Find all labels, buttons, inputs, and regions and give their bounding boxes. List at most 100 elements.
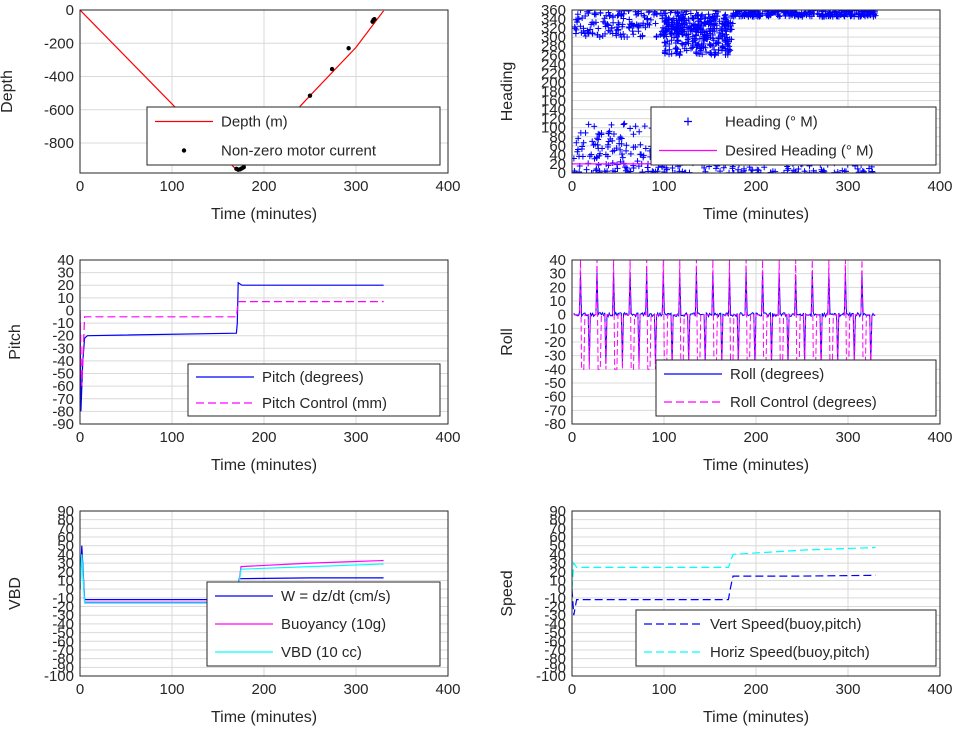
heading-series-0-marker bbox=[713, 165, 720, 172]
heading-series-0-marker bbox=[740, 165, 747, 172]
heading-series-0-marker bbox=[870, 13, 877, 20]
vbd-xtick-label: 0 bbox=[76, 681, 84, 698]
heading-series-0-marker bbox=[725, 38, 732, 45]
heading-series-0-marker bbox=[683, 17, 690, 24]
heading-series-0-marker bbox=[600, 18, 607, 25]
heading-series-0-marker bbox=[712, 20, 719, 27]
heading-ytick-label: 160 bbox=[541, 93, 566, 110]
heading-series-0-marker bbox=[617, 146, 624, 153]
vbd-ytick-label: 80 bbox=[57, 512, 74, 529]
heading-series-0-marker bbox=[723, 28, 730, 35]
heading-series-0-marker bbox=[776, 13, 783, 20]
heading-series-0-marker bbox=[599, 33, 606, 40]
speed-xlabel: Time (minutes) bbox=[703, 709, 809, 726]
heading-series-0-marker bbox=[586, 10, 593, 14]
heading-series-0-marker bbox=[669, 164, 676, 171]
heading-series-0-marker bbox=[715, 34, 722, 41]
heading-series-0-marker bbox=[684, 36, 691, 43]
vbd-ytick-label: -40 bbox=[52, 616, 74, 633]
heading-series-0-marker bbox=[575, 135, 582, 142]
depth-chart: 0 100 200 300 400 0 -200 -400 -600 -800 Time (minu… bbox=[0, 2, 461, 223]
heading-series-0-marker bbox=[604, 153, 611, 160]
heading-series-0-marker bbox=[834, 168, 841, 173]
heading-series-0-marker bbox=[572, 169, 578, 173]
vbd-xtick-label: 200 bbox=[251, 681, 276, 698]
heading-series-0-marker bbox=[632, 123, 639, 130]
heading-ytick-label: 20 bbox=[549, 156, 566, 173]
roll-xtick-label: 100 bbox=[651, 429, 676, 446]
heading-legend-label: Heading (° M) bbox=[725, 114, 818, 131]
heading-series-0-marker bbox=[825, 10, 832, 17]
roll-ytick-label: 10 bbox=[549, 293, 566, 310]
pitch-xtick-label: 300 bbox=[343, 429, 368, 446]
roll-xtick-label: 300 bbox=[835, 429, 860, 446]
pitch-ytick-label: -70 bbox=[52, 391, 74, 408]
heading-ytick-label: 80 bbox=[549, 129, 566, 146]
heading-series-0-marker bbox=[668, 30, 675, 37]
heading-series-0-marker bbox=[606, 128, 613, 135]
heading-series-0-marker bbox=[679, 41, 686, 48]
heading-series-0-marker bbox=[579, 15, 586, 22]
heading-series-0-marker bbox=[623, 142, 630, 149]
heading-series-0-marker bbox=[701, 37, 708, 44]
speed-series-1-line bbox=[572, 546, 876, 590]
heading-series-0-marker bbox=[696, 35, 703, 42]
pitch-ytick-label: 30 bbox=[57, 265, 74, 282]
depth-legend-label: Non-zero motor current bbox=[221, 143, 377, 160]
roll-ytick-label: -80 bbox=[544, 416, 566, 433]
heading-series-0-marker bbox=[689, 44, 696, 51]
heading-series-0-marker bbox=[615, 21, 622, 28]
pitch-ytick-label: -90 bbox=[52, 416, 74, 433]
vbd-legend-label: Buoyancy (10g) bbox=[281, 616, 386, 633]
pitch-ytick-label: -60 bbox=[52, 378, 74, 395]
heading-series-0-marker bbox=[754, 166, 761, 173]
heading-series-0-marker bbox=[669, 21, 676, 28]
heading-series-0-marker bbox=[624, 169, 631, 173]
heading-series-0-marker bbox=[599, 145, 606, 152]
depth-xtick-label: 400 bbox=[435, 178, 460, 195]
speed-ytick-label: -80 bbox=[544, 651, 566, 668]
heading-series-0-marker bbox=[832, 10, 839, 15]
vbd-xlabel: Time (minutes) bbox=[211, 709, 317, 726]
heading-series-0-marker bbox=[709, 35, 716, 42]
heading-series-0-marker bbox=[696, 17, 703, 24]
heading-series-0-marker bbox=[719, 35, 726, 42]
heading-series-0-marker bbox=[617, 31, 624, 38]
heading-series-0-marker bbox=[708, 51, 715, 58]
heading-series-0-marker bbox=[628, 21, 635, 28]
pitch-ytick-label: -10 bbox=[52, 315, 74, 332]
heading-series-0-marker bbox=[712, 10, 719, 14]
heading-series-0-marker bbox=[739, 11, 746, 18]
speed-ytick-label: 0 bbox=[558, 581, 566, 598]
heading-series-0-marker bbox=[639, 22, 646, 29]
pitch-ytick-label: 10 bbox=[57, 290, 74, 307]
pitch-axes-box bbox=[79, 259, 449, 425]
heading-series-0-marker bbox=[646, 10, 653, 15]
speed-ytick-label: -90 bbox=[544, 659, 566, 676]
heading-series-0-marker bbox=[705, 18, 712, 25]
heading-series-0-marker bbox=[651, 10, 658, 15]
heading-series-0-marker bbox=[681, 21, 688, 28]
heading-series-0-marker bbox=[843, 10, 850, 15]
depth-axes-box bbox=[79, 9, 449, 174]
heading-series-0-marker bbox=[791, 11, 798, 18]
roll-ytick-label: 20 bbox=[549, 279, 566, 296]
heading-series-0-marker bbox=[587, 26, 594, 33]
heading-series-0-marker bbox=[707, 42, 714, 49]
heading-ytick-label: 220 bbox=[541, 65, 566, 82]
vbd-ytick-label: -90 bbox=[52, 659, 74, 676]
heading-series-0-marker bbox=[785, 10, 792, 14]
heading-series-0-marker bbox=[668, 10, 675, 14]
heading-series-0-marker bbox=[689, 38, 696, 45]
heading-series-0-marker bbox=[621, 10, 628, 14]
vbd-ytick-label: 50 bbox=[57, 538, 74, 555]
heading-series-0-marker bbox=[686, 20, 693, 27]
heading-series-0-marker bbox=[720, 44, 727, 51]
heading-series-0-marker bbox=[597, 150, 604, 157]
pitch-ytick-label: -20 bbox=[52, 328, 74, 345]
depth-xtick-label: 300 bbox=[343, 178, 368, 195]
depth-series-1-point bbox=[241, 164, 246, 170]
heading-series-0-marker bbox=[801, 168, 808, 173]
heading-series-0-marker bbox=[769, 10, 776, 16]
heading-series-0-marker bbox=[637, 151, 644, 158]
